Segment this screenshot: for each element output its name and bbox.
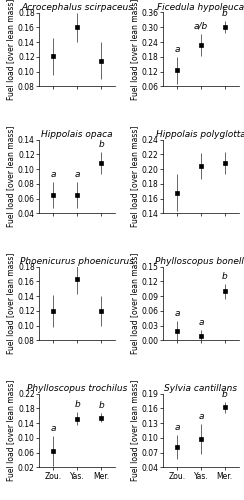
Text: a: a xyxy=(174,309,180,318)
Text: b: b xyxy=(74,400,80,409)
Text: a: a xyxy=(74,170,80,178)
Text: b: b xyxy=(222,272,228,281)
Text: a: a xyxy=(51,424,56,433)
Y-axis label: Fuel load [over lean mass]: Fuel load [over lean mass] xyxy=(130,380,139,482)
Text: a: a xyxy=(174,45,180,54)
Text: a/b: a/b xyxy=(194,22,208,31)
Text: b: b xyxy=(98,402,104,410)
Y-axis label: Fuel load [over lean mass]: Fuel load [over lean mass] xyxy=(130,253,139,354)
Text: b: b xyxy=(222,9,228,18)
Y-axis label: Fuel load [over lean mass]: Fuel load [over lean mass] xyxy=(6,380,15,482)
Y-axis label: Fuel load [over lean mass]: Fuel load [over lean mass] xyxy=(6,0,15,100)
Title: Hippolais polyglotta: Hippolais polyglotta xyxy=(156,130,244,139)
Y-axis label: Fuel load [over lean mass]: Fuel load [over lean mass] xyxy=(6,126,15,227)
Text: a: a xyxy=(198,412,204,421)
Title: Phylloscopus bonelli: Phylloscopus bonelli xyxy=(155,257,244,266)
Text: a: a xyxy=(198,318,204,326)
Title: Acrocephalus scirpaceus: Acrocephalus scirpaceus xyxy=(21,2,133,12)
Title: Phoenicurus phoenicurus: Phoenicurus phoenicurus xyxy=(20,257,134,266)
Text: b: b xyxy=(98,140,104,149)
Y-axis label: Fuel load [over lean mass]: Fuel load [over lean mass] xyxy=(130,126,139,227)
Text: a: a xyxy=(51,170,56,178)
Y-axis label: Fuel load [over lean mass]: Fuel load [over lean mass] xyxy=(130,0,139,100)
Text: b: b xyxy=(222,390,228,398)
Title: Ficedula hypoleuca: Ficedula hypoleuca xyxy=(157,2,244,12)
Title: Phylloscopus trochilus: Phylloscopus trochilus xyxy=(27,384,127,393)
Title: Hippolais opaca: Hippolais opaca xyxy=(41,130,113,139)
Title: Sylvia cantillans: Sylvia cantillans xyxy=(164,384,237,393)
Text: a: a xyxy=(174,422,180,432)
Y-axis label: Fuel load [over lean mass]: Fuel load [over lean mass] xyxy=(6,253,15,354)
